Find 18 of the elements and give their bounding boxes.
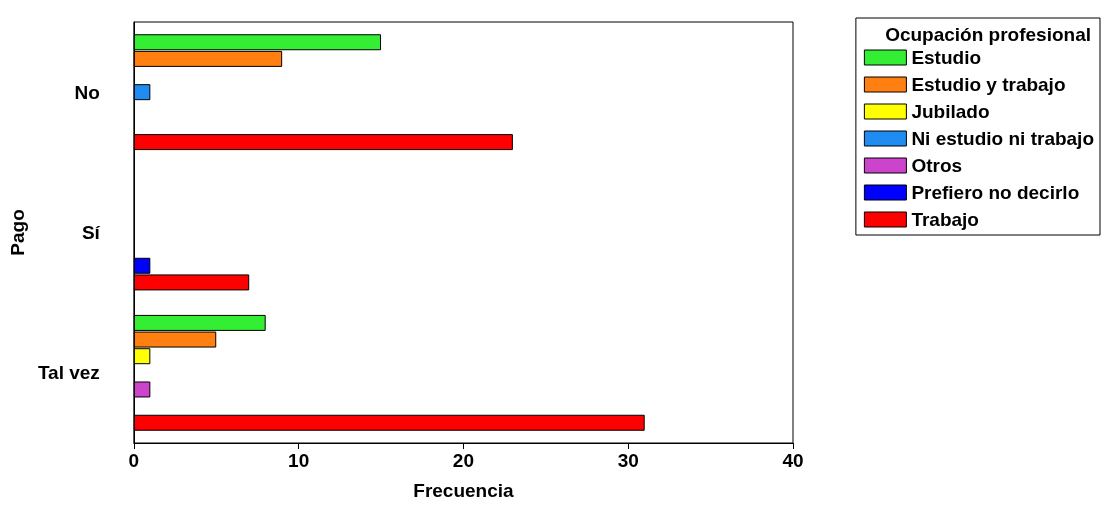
legend-label: Estudio (911, 47, 982, 68)
x-tick-label: 20 (452, 450, 474, 471)
y-axis-title: Pago (7, 209, 28, 256)
x-tick-label: 0 (128, 450, 140, 471)
x-tick-label: 30 (617, 450, 639, 471)
x-axis-title: Frecuencia (413, 480, 515, 501)
legend-title: Ocupación profesional (885, 24, 1092, 45)
legend-label: Otros (911, 155, 963, 176)
x-tick-label: 10 (288, 450, 310, 471)
legend-label: Prefiero no decirlo (911, 182, 1080, 203)
y-tick-label: Sí (81, 222, 101, 243)
legend-label: Estudio y trabajo (911, 74, 1066, 95)
y-tick-label: No (74, 81, 100, 103)
legend-label: Trabajo (911, 209, 979, 230)
legend-label: Jubilado (911, 101, 990, 122)
x-tick-label: 40 (782, 450, 804, 471)
y-tick-label: Tal vez (37, 362, 100, 384)
legend-label: Ni estudio ni trabajo (911, 128, 1094, 149)
